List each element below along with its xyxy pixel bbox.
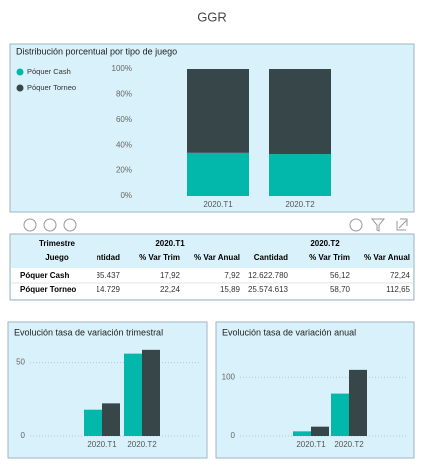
page-title: GGR [197, 9, 227, 24]
table-group-header: 2020.T2 [310, 239, 340, 248]
table-cell: Póquer Torneo [20, 285, 76, 294]
toolbar [23, 218, 408, 232]
x-tick-label: 2020.T2 [334, 440, 364, 449]
x-tick-label: 2020.T1 [296, 440, 326, 449]
table-cell: 7,92 [224, 271, 240, 280]
table-column-header: Cantidad [254, 253, 288, 262]
table-cell: 14.729 [96, 285, 121, 294]
legend-marker [16, 84, 24, 92]
table-column-header: % Var Anual [194, 253, 240, 262]
legend-label: Póquer Torneo [27, 83, 76, 92]
table-cell: 12.622.780 [248, 271, 289, 280]
y-tick-label: 0% [120, 191, 132, 200]
table-group-header: Trimestre [39, 239, 76, 248]
table-column-header: Juego [45, 253, 69, 262]
legend-label: Póquer Cash [27, 67, 71, 76]
y-tick-label: 0 [231, 431, 236, 440]
panel [7, 321, 208, 459]
filter-icon[interactable] [370, 218, 386, 232]
x-tick-label: 2020.T1 [203, 200, 233, 209]
table-cell: 22,24 [160, 285, 181, 294]
y-tick-label: 100 [222, 372, 236, 381]
table-cell: 72,24 [390, 271, 411, 280]
bar [331, 393, 349, 436]
chart-title: Distribución porcentual por tipo de jueg… [16, 46, 177, 56]
bar [84, 409, 102, 436]
chart-title: Evolución tasa de variación anual [222, 327, 356, 337]
x-tick-label: 2020.T1 [87, 440, 117, 449]
bar-segment [269, 154, 331, 196]
bar [293, 431, 311, 436]
bar [142, 349, 160, 436]
bar [311, 426, 329, 436]
table: Trimestre 2020.T1 2020.T2 Juego Cantidad % Va… [20, 239, 411, 294]
x-tick-label: 2020.T2 [127, 440, 157, 449]
table-cell: Póquer Cash [20, 271, 69, 280]
table-cell: 15,89 [220, 285, 241, 294]
table-cell: 56,12 [330, 271, 351, 280]
y-tick-label: 0 [21, 431, 26, 440]
table-cell: 58,70 [330, 285, 351, 294]
expand-next[interactable] [63, 218, 77, 232]
y-tick-label: 40% [116, 140, 132, 149]
table-cell: 112,65 [386, 285, 410, 294]
y-tick-label: 80% [116, 90, 132, 99]
drill-down[interactable] [43, 218, 57, 232]
focus-icon[interactable] [396, 218, 408, 231]
chart-title: Evolución tasa de variación trimestral [14, 327, 163, 337]
table-cell: 25.574.613 [248, 285, 289, 294]
table-cell: 17,92 [160, 271, 181, 280]
bar-segment [269, 69, 331, 155]
bar [124, 353, 142, 436]
bar-segment [187, 152, 249, 196]
x-tick-label: 2020.T2 [285, 200, 315, 209]
y-tick-label: 60% [116, 115, 132, 124]
table-cell: 35.437 [96, 271, 121, 280]
legend-marker [16, 68, 24, 76]
bar-segment [187, 69, 249, 153]
y-tick-label: 20% [116, 166, 132, 175]
y-tick-label: 50 [16, 358, 25, 367]
bar [349, 369, 367, 436]
panel [215, 321, 415, 459]
drill-mode[interactable] [349, 218, 363, 232]
y-tick-label: 100% [112, 64, 132, 73]
table-column-header: % Var Anual [364, 253, 410, 262]
table-column-header: % Var Trim [309, 253, 350, 262]
table-group-header: 2020.T1 [155, 239, 185, 248]
bar [102, 403, 120, 436]
table-column-header: % Var Trim [139, 253, 180, 262]
table-column-header: Cantidad [86, 253, 120, 262]
drill-up[interactable] [23, 218, 37, 232]
